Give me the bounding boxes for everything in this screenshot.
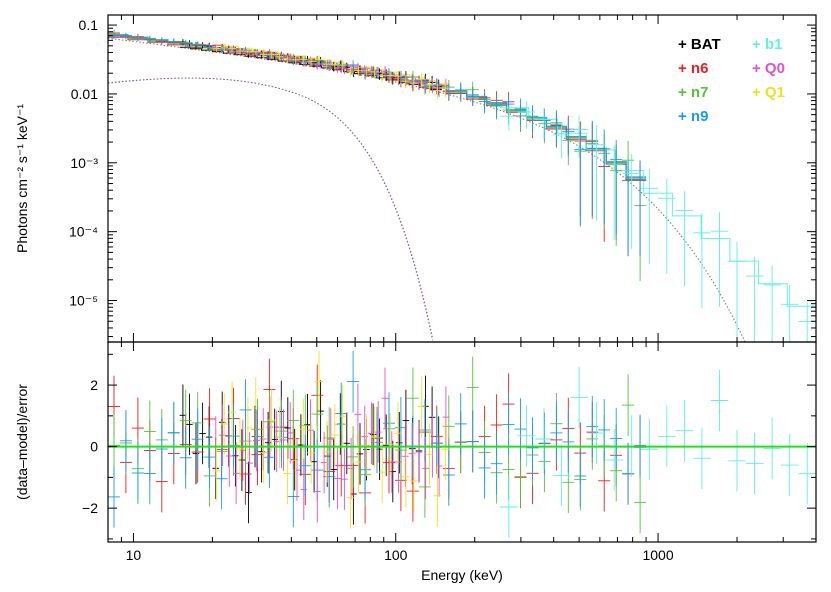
y-tick-label-bottom: 0 bbox=[90, 439, 98, 455]
legend-entry-n9: + n9 bbox=[678, 108, 708, 125]
model-step-b1 bbox=[500, 107, 816, 307]
x-tick-label: 100 bbox=[384, 547, 408, 563]
top-panel-frame bbox=[107, 14, 817, 343]
model-step-n7 bbox=[108, 35, 647, 179]
y-tick-label-top: 10⁻⁵ bbox=[69, 293, 98, 309]
legend-entry-n7: + n7 bbox=[678, 84, 708, 101]
y-tick-label-bottom: 2 bbox=[90, 377, 98, 393]
model-component-soft-2 bbox=[108, 77, 433, 341]
legend-entry-q1: + Q1 bbox=[752, 84, 785, 101]
y-tick-label-top: 10⁻³ bbox=[70, 155, 98, 171]
legend-entry-b1: + b1 bbox=[752, 36, 782, 53]
y-axis-title-bottom: (data–model)/error bbox=[14, 384, 30, 500]
model-step-n6 bbox=[108, 36, 647, 181]
y-tick-label-top: 0.01 bbox=[71, 86, 98, 102]
x-axis-title: Energy (keV) bbox=[421, 567, 503, 583]
bottom-panel-frame bbox=[107, 341, 817, 543]
axes-frames bbox=[107, 14, 817, 543]
y-axis-title-top: Photons cm⁻² s⁻¹ keV⁻¹ bbox=[14, 104, 30, 253]
y-tick-label-bottom: −2 bbox=[82, 500, 98, 516]
legend-entry-q0: + Q0 bbox=[752, 60, 785, 77]
bottom-panel-data bbox=[108, 350, 816, 538]
y-tick-label-top: 10⁻⁴ bbox=[69, 224, 98, 240]
x-tick-label: 10 bbox=[126, 547, 142, 563]
legend-entry-n6: + n6 bbox=[678, 60, 708, 77]
legend-entry-bat: + BAT bbox=[678, 36, 721, 53]
model-step-n9 bbox=[108, 34, 647, 178]
x-tick-label: 1000 bbox=[642, 547, 673, 563]
model-component-soft-0 bbox=[108, 77, 433, 337]
axis-labels: 10 100 1000 0.1 0.01 10⁻³ 10⁻⁴ 10⁻⁵ 2 0 −2 Energy (… bbox=[14, 17, 674, 583]
model-component-soft-1 bbox=[108, 77, 433, 339]
legend: + BAT + n6 + n7 + n9 + b1 + Q0 + Q1 bbox=[678, 36, 785, 125]
axis-ticks bbox=[107, 15, 817, 542]
top-panel-data bbox=[108, 30, 816, 342]
y-tick-label-top: 0.1 bbox=[79, 17, 99, 33]
